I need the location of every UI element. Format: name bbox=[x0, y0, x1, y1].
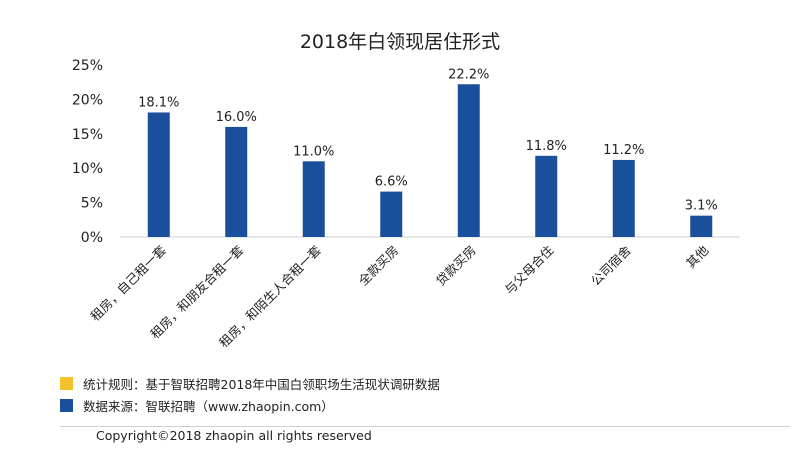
x-tick-label: 其他 bbox=[683, 242, 712, 271]
yellow-legend-swatch bbox=[60, 376, 73, 390]
y-tick-label: 15% bbox=[72, 127, 103, 143]
bars bbox=[147, 84, 713, 237]
note-text: 统计规则：基于智联招聘2018年中国白领职场生活现状调研数据 bbox=[83, 376, 440, 392]
note-statistics-rule: 统计规则：基于智联招聘2018年中国白领职场生活现状调研数据 bbox=[60, 372, 760, 394]
bar bbox=[535, 155, 558, 237]
bar bbox=[457, 84, 480, 237]
y-axis: 0% 5% 10% 15% 20% 25% bbox=[72, 58, 740, 246]
bar-value-label: 22.2% bbox=[448, 67, 489, 82]
x-tick-label: 贷款买房 bbox=[433, 243, 479, 289]
bar-chart: 2018年白领现居住形式 0% 5% 10% 15% 20% 25% 18.1% 16.0%… bbox=[72, 31, 740, 350]
y-tick-label: 5% bbox=[81, 196, 103, 212]
blue-legend-swatch bbox=[60, 398, 73, 412]
chart-title: 2018年白领现居住形式 bbox=[300, 31, 500, 53]
value-labels: 18.1% 16.0% 11.0% 6.6% 22.2% 11.8% 11.2% 3.1% bbox=[138, 67, 718, 213]
x-tick-label: 公司宿舍 bbox=[588, 242, 634, 288]
bar-value-label: 6.6% bbox=[375, 175, 408, 190]
bar-value-label: 11.2% bbox=[603, 143, 644, 158]
bar-value-label: 18.1% bbox=[138, 95, 179, 110]
bar bbox=[302, 161, 325, 237]
x-tick-label: 租房，自己租一套 bbox=[88, 242, 170, 324]
y-tick-label: 20% bbox=[72, 92, 103, 108]
y-tick-label: 25% bbox=[72, 58, 103, 74]
y-tick-label: 10% bbox=[72, 161, 103, 177]
bar-value-label: 11.0% bbox=[293, 144, 334, 159]
note-text: 数据来源：智联招聘（www.zhaopin.com） bbox=[83, 398, 334, 414]
y-tick-label: 0% bbox=[81, 230, 103, 246]
bar bbox=[147, 112, 170, 237]
note-data-source: 数据来源：智联招聘（www.zhaopin.com） bbox=[60, 394, 760, 416]
bar bbox=[225, 126, 248, 237]
x-tick-label: 全款买房 bbox=[355, 243, 401, 289]
bar bbox=[612, 159, 635, 237]
copyright-text: Copyright©2018 zhaopin all rights reserv… bbox=[96, 428, 372, 443]
bar bbox=[380, 191, 403, 237]
bar-value-label: 16.0% bbox=[216, 110, 257, 125]
bar bbox=[690, 215, 713, 237]
notes: 统计规则：基于智联招聘2018年中国白领职场生活现状调研数据 数据来源：智联招聘… bbox=[60, 372, 760, 416]
bar-value-label: 11.8% bbox=[526, 139, 567, 154]
x-tick-label: 与父母合住 bbox=[502, 242, 557, 297]
footer-divider bbox=[60, 426, 790, 427]
bar-value-label: 3.1% bbox=[685, 199, 718, 214]
